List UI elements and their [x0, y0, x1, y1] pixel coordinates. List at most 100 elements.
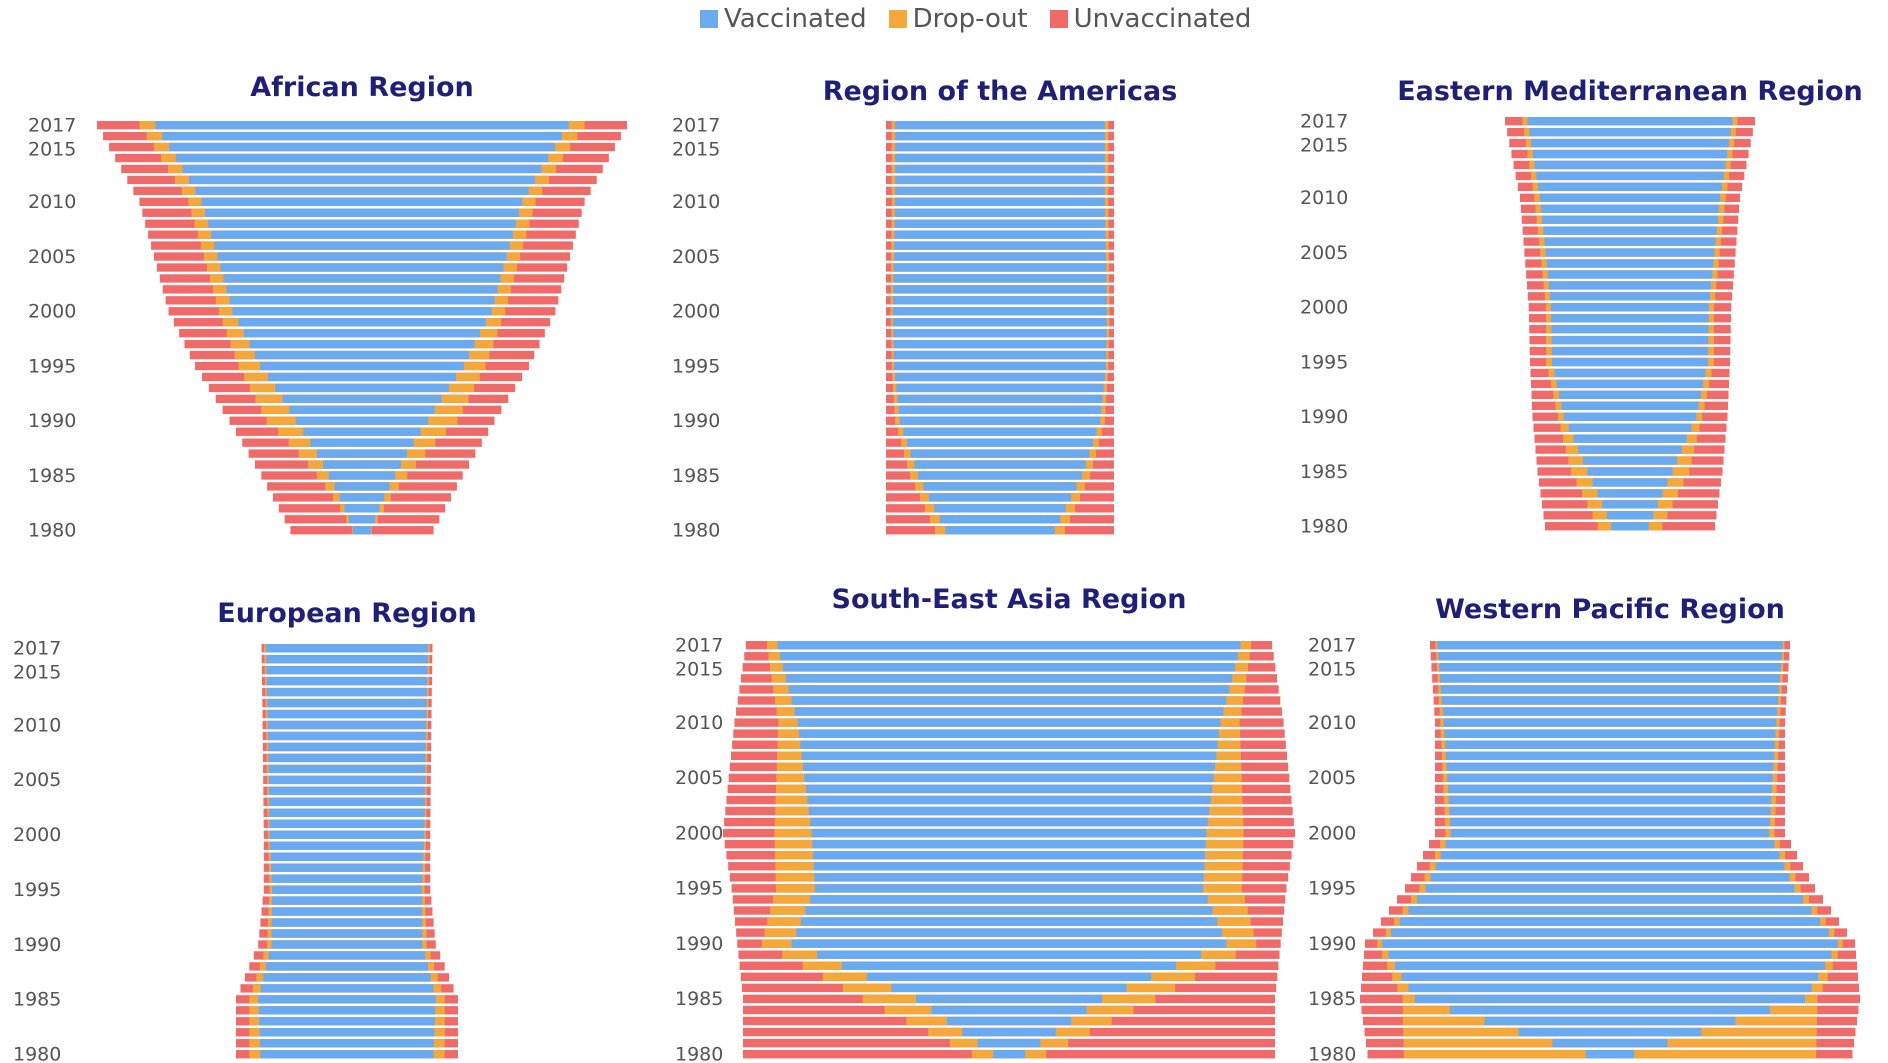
bar-row-2016: [886, 131, 1114, 141]
bar-row-1991: [1373, 928, 1847, 937]
bar-vaccinated: [223, 274, 501, 283]
y-tick-label: 1990: [672, 410, 720, 432]
bar-vaccinated: [946, 1016, 1072, 1026]
bar-row-1993: [1531, 379, 1729, 389]
bar-vaccinated: [813, 862, 1205, 871]
bar-row-1996: [189, 350, 535, 360]
bar-vaccinated: [1538, 182, 1722, 192]
bar-row-1999: [724, 839, 1294, 849]
bar-row-1984: [743, 1005, 1275, 1015]
bar-vaccinated: [1559, 390, 1701, 400]
bar-vaccinated: [271, 929, 423, 938]
bar-vaccinated: [910, 449, 1090, 458]
bar-vaccinated: [812, 839, 1206, 849]
bar-vaccinated: [260, 361, 464, 371]
y-tick-label: 2015: [1300, 134, 1348, 156]
bar-vaccinated: [895, 175, 1105, 185]
bar-vaccinated: [1448, 795, 1772, 805]
bar-vaccinated: [894, 219, 1106, 228]
bar-vaccinated: [788, 685, 1230, 694]
bar-row-1982: [1542, 500, 1718, 509]
bar-row-2004: [263, 786, 431, 796]
bar-row-2012: [737, 696, 1281, 705]
y-tick-label: 1990: [13, 934, 61, 956]
bar-vaccinated: [259, 1017, 435, 1026]
bar-row-1984: [1361, 1005, 1859, 1015]
bar-vaccinated: [841, 961, 1177, 970]
bar-vaccinated: [1529, 127, 1731, 137]
bar-vaccinated: [1408, 983, 1812, 993]
bar-row-1984: [236, 1006, 458, 1015]
bar-row-1981: [1366, 1038, 1854, 1048]
bar-vaccinated: [328, 471, 396, 480]
bar-vaccinated: [895, 121, 1105, 130]
y-tick-label: 1985: [675, 988, 723, 1010]
bar-vaccinated: [1539, 193, 1721, 202]
bar-vaccinated: [270, 852, 424, 861]
bar-vaccinated: [243, 329, 481, 338]
region-title: Region of the Americas: [823, 76, 1178, 107]
bar-vaccinated: [1440, 685, 1780, 694]
bar-row-1997: [1417, 862, 1803, 871]
bar-vaccinated: [169, 142, 555, 152]
bar-row-2006: [1523, 237, 1737, 246]
bar-row-2014: [1432, 674, 1788, 683]
bar-row-1994: [262, 896, 432, 905]
y-tick-label: 1995: [675, 878, 723, 900]
legend-label-vaccinated: Vaccinated: [724, 4, 867, 34]
legend-label-unvaccinated: Unvaccinated: [1073, 4, 1252, 34]
bar-vaccinated: [928, 493, 1072, 502]
bar-vaccinated: [226, 285, 498, 294]
y-tick-label: 1985: [1300, 461, 1348, 483]
bar-vaccinated: [1445, 751, 1775, 760]
bar-vaccinated: [993, 1049, 1025, 1059]
bar-row-2005: [153, 252, 571, 261]
bar-vaccinated: [1587, 467, 1673, 476]
bar-row-1996: [1411, 873, 1809, 882]
bar-row-2000: [723, 828, 1295, 838]
bar-vaccinated: [794, 707, 1224, 716]
bar-vaccinated: [1554, 368, 1706, 378]
bar-vaccinated: [1544, 237, 1716, 246]
bar-vaccinated: [1548, 281, 1712, 290]
bar-vaccinated: [796, 928, 1222, 937]
y-tick-label: 2015: [672, 138, 720, 160]
bar-vaccinated: [1417, 895, 1803, 904]
bar-vaccinated: [1401, 972, 1819, 982]
bar-vaccinated: [893, 285, 1107, 294]
bar-vaccinated: [780, 652, 1238, 661]
bar-vaccinated: [893, 350, 1107, 360]
bar-row-1986: [1361, 983, 1859, 993]
bar-row-1995: [1530, 357, 1730, 367]
y-tick-label: 1980: [28, 520, 76, 542]
bar-row-1987: [740, 972, 1278, 982]
bar-row-1987: [1535, 445, 1725, 454]
y-tick-label: 2017: [675, 635, 723, 657]
bar-row-2010: [139, 197, 585, 206]
bar-row-2001: [886, 296, 1114, 305]
bar-vaccinated: [801, 751, 1217, 760]
bar-row-2015: [742, 663, 1276, 672]
bar-row-2007: [148, 230, 576, 239]
bar-vaccinated: [1551, 314, 1709, 323]
bar-vaccinated: [270, 841, 424, 850]
y-tick-label: 2015: [28, 138, 76, 160]
bar-vaccinated: [893, 329, 1107, 338]
y-tick-label: 2010: [1308, 712, 1356, 734]
bar-vaccinated: [1440, 851, 1780, 860]
bar-vaccinated: [1549, 292, 1711, 301]
bar-row-1998: [726, 851, 1292, 860]
bar-vaccinated: [220, 263, 504, 272]
bar-vaccinated: [1592, 478, 1668, 487]
region-title: Western Pacific Region: [1435, 594, 1785, 625]
bar-vaccinated: [211, 230, 513, 239]
bar-vaccinated: [323, 460, 401, 469]
bar-row-2008: [1521, 215, 1739, 224]
bar-vaccinated: [271, 874, 423, 883]
bar-vaccinated: [254, 350, 470, 360]
bar-vaccinated: [1441, 696, 1779, 705]
bar-vaccinated: [260, 984, 434, 993]
y-tick-label: 2005: [672, 246, 720, 268]
bar-row-2009: [886, 208, 1114, 217]
bar-row-2004: [1525, 259, 1735, 268]
